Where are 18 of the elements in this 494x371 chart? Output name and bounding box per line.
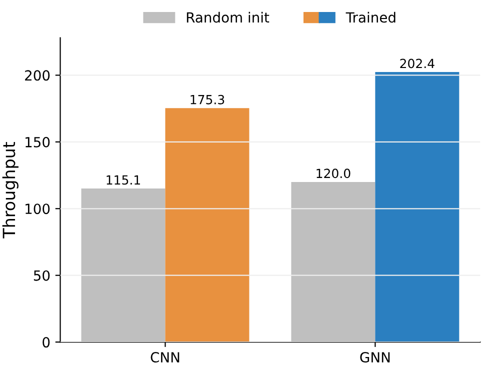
- data-label: 175.3: [190, 94, 224, 104]
- bar: [375, 72, 460, 342]
- bar: [291, 182, 376, 342]
- y-tick-label: 150: [26, 136, 50, 148]
- data-label: 120.0: [316, 168, 350, 178]
- bar: [165, 108, 250, 342]
- x-tick-label: GNN: [360, 352, 390, 363]
- legend-label: Random init: [186, 12, 270, 23]
- data-label: 115.1: [106, 175, 140, 185]
- y-axis-title: Throughput: [2, 142, 18, 238]
- y-tick-label: 200: [25, 70, 50, 81]
- bar: [81, 188, 166, 342]
- data-label: 202.4: [400, 58, 434, 68]
- legend-label: Trained: [346, 12, 396, 23]
- x-tick-label: CNN: [150, 352, 180, 363]
- y-tick-label: 50: [34, 270, 50, 281]
- y-tick-label: 100: [26, 204, 50, 214]
- y-tick-label: 0: [42, 337, 50, 348]
